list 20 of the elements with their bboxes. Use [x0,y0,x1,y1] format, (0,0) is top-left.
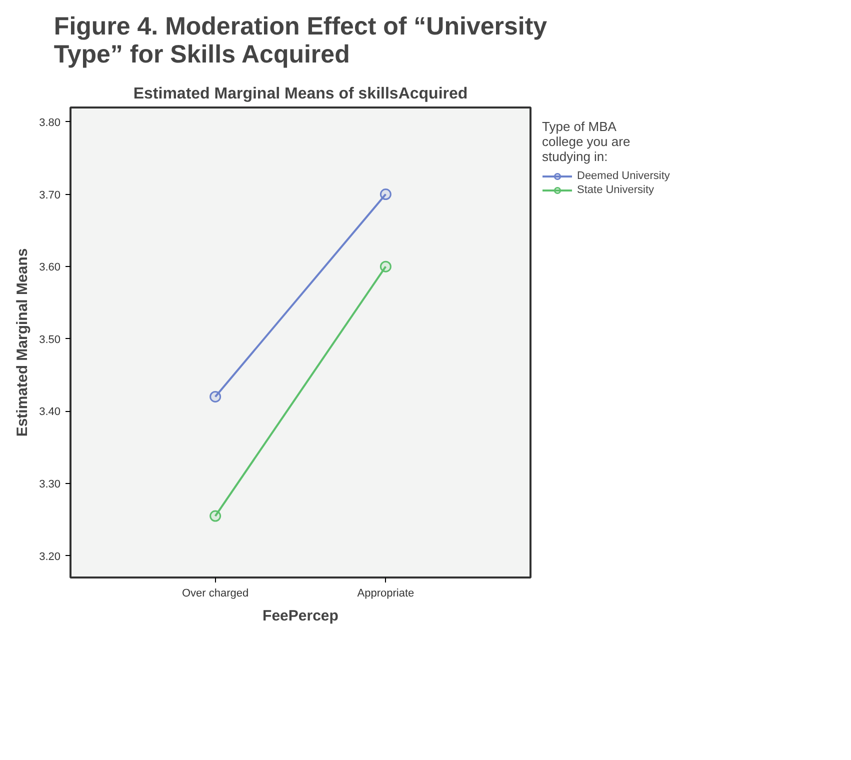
point [210,390,222,402]
chart-subtitle: Estimated Marginal Means of skillsAcquired [133,86,468,102]
point [380,188,392,200]
point [210,510,222,522]
y-tick-label: 3.40 [39,406,61,418]
y-tick-label: 3.50 [39,334,61,346]
y-tick-label: 3.80 [39,116,61,129]
x-axis-title: FeePercep [262,608,338,624]
chart-title: Figure 4. Moderation Effect of “University Type” for Skills Acquired [54,12,548,68]
point [380,260,392,272]
y-tick-label: 3.20 [39,550,61,563]
y-tick-label: 3.30 [39,478,61,490]
legend-title: Type of MBA college you are studying in: [542,119,632,164]
x-tick-label: Appropriate [357,588,414,600]
legend-label: State University [577,183,654,197]
y-axis-title: Estimated Marginal Means [14,248,32,437]
y-tick-label: 3.60 [39,262,61,274]
x-tick-label: Over charged [182,588,249,600]
legend-label: Deemed University [577,169,670,183]
y-tick-label: 3.70 [39,189,61,202]
